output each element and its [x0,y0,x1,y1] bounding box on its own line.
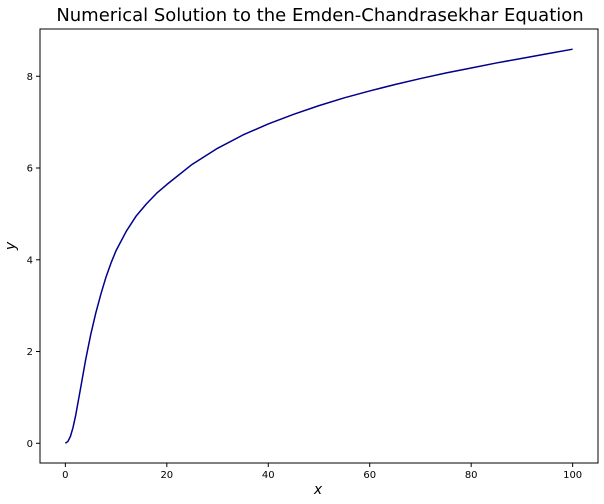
y-axis-label: y [3,241,19,251]
x-tick-label-100: 100 [563,470,582,481]
plot-area: 0 20 40 60 80 100 0 2 4 6 8 [27,28,599,481]
axes-frame [39,28,599,464]
y-tick-label-0: 0 [27,439,33,450]
y-tick-label-8: 8 [27,72,33,83]
x-axis-label: x [313,482,323,498]
x-tick-label-60: 60 [363,470,376,481]
y-tick-label-4: 4 [27,255,33,266]
y-tick-label-6: 6 [27,164,33,175]
y-tick-label-2: 2 [27,347,33,358]
x-tick-label-0: 0 [62,470,68,481]
x-tick-label-80: 80 [465,470,478,481]
data-line [64,48,573,444]
x-tick-label-40: 40 [262,470,275,481]
chart-title: Numerical Solution to the Emden-Chandras… [56,5,583,26]
x-tick-label-20: 20 [160,470,173,481]
